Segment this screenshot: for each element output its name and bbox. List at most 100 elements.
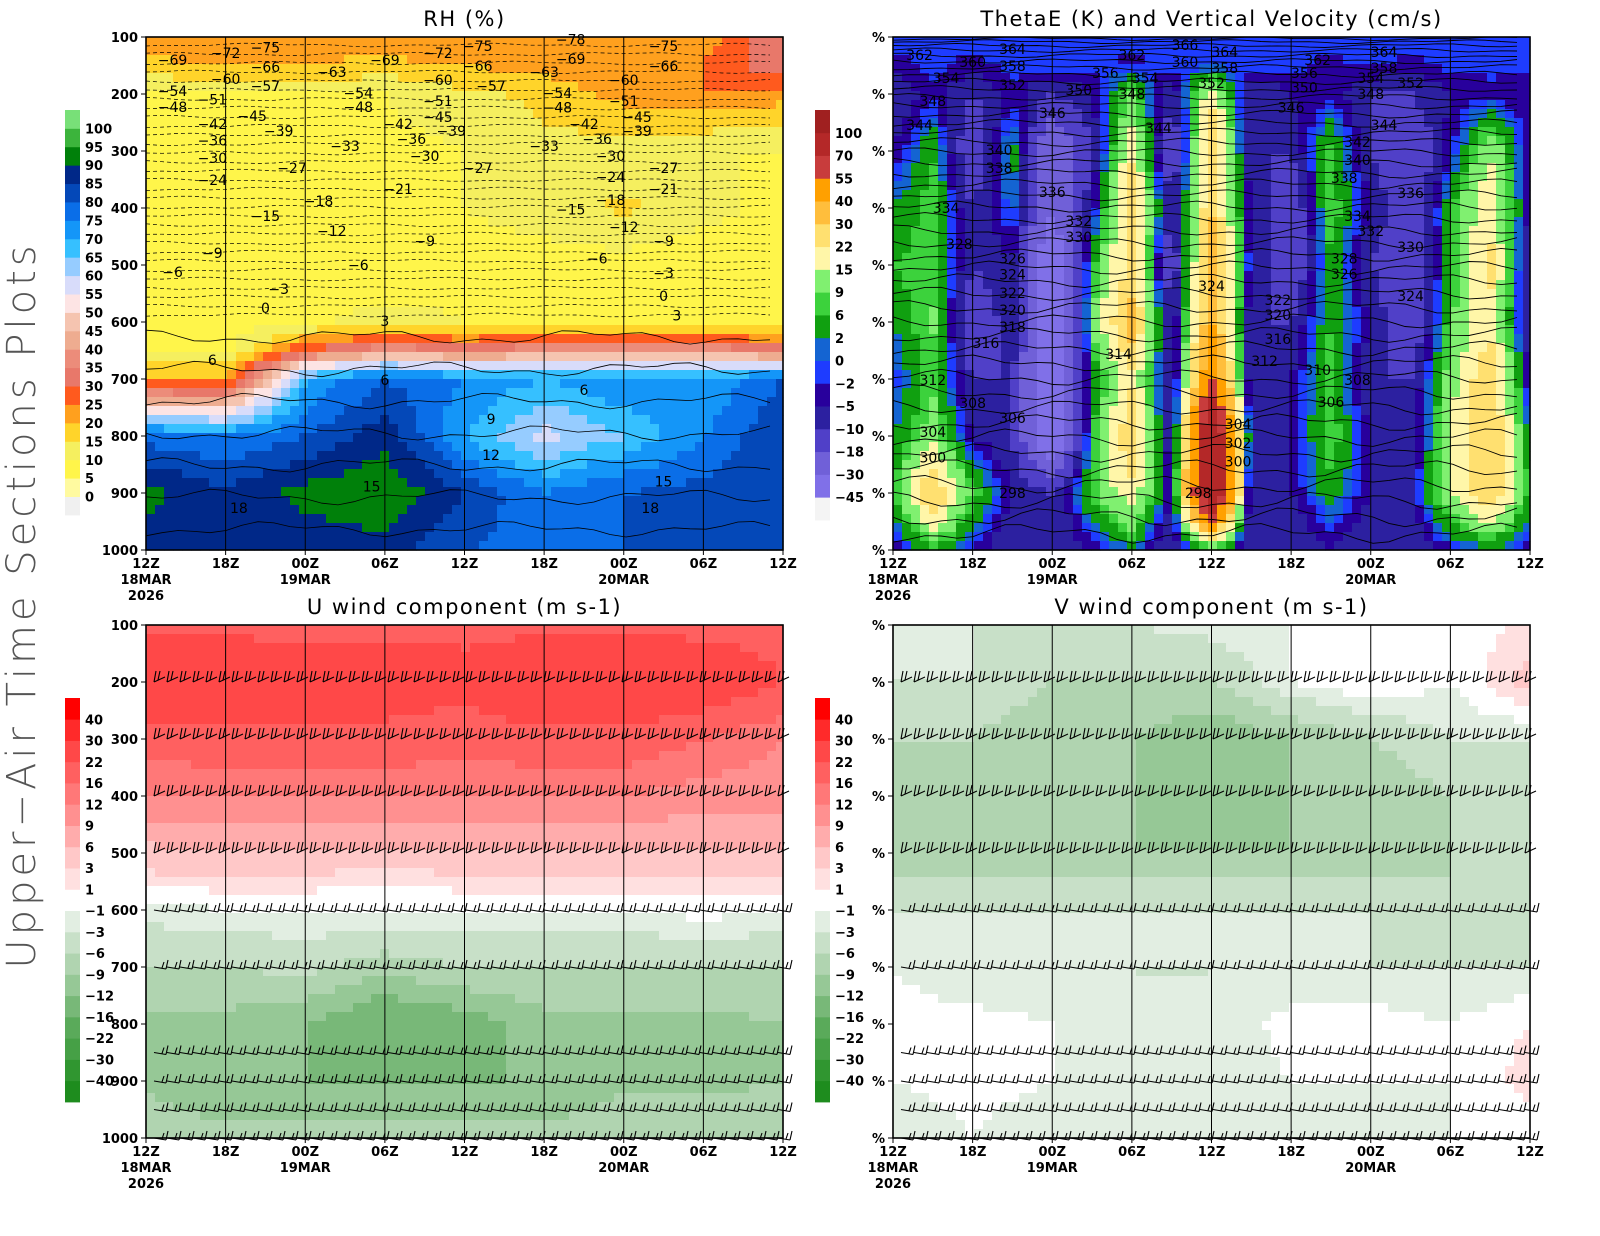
contour-label: −48 bbox=[344, 100, 374, 116]
contour-cell bbox=[146, 343, 156, 353]
contour-cell bbox=[146, 253, 156, 263]
contour-cell bbox=[443, 82, 453, 92]
x-tick-label: 00Z bbox=[610, 557, 638, 572]
contour-cell bbox=[740, 208, 750, 218]
contour-cell bbox=[362, 235, 372, 245]
contour-cell bbox=[1460, 73, 1470, 83]
contour-cell bbox=[407, 235, 417, 245]
contour-cell bbox=[533, 271, 543, 281]
contour-cell bbox=[281, 451, 291, 461]
contour-cell bbox=[686, 460, 696, 470]
contour-cell bbox=[740, 271, 750, 281]
contour-cell bbox=[263, 316, 273, 326]
contour-cell bbox=[695, 478, 705, 488]
y-tick-label: 300 bbox=[111, 145, 138, 160]
contour-cell bbox=[200, 172, 210, 182]
contour-cell bbox=[749, 163, 759, 173]
contour-cell bbox=[524, 298, 534, 308]
contour-cell bbox=[506, 325, 516, 335]
contour-cell bbox=[641, 46, 651, 56]
contour-cell bbox=[659, 55, 669, 65]
contour-cell bbox=[578, 307, 588, 317]
contour-cell bbox=[434, 136, 444, 146]
contour-cell bbox=[299, 73, 309, 83]
contour-cell bbox=[587, 532, 597, 542]
contour-cell bbox=[209, 190, 219, 200]
contour-cell bbox=[650, 199, 660, 209]
contour-cell bbox=[407, 442, 417, 452]
contour-cell bbox=[659, 379, 669, 389]
contour-cell bbox=[425, 307, 435, 317]
contour-cell bbox=[434, 370, 444, 380]
contour-cell bbox=[227, 190, 237, 200]
contour-cell bbox=[722, 37, 732, 47]
contour-cell bbox=[533, 289, 543, 299]
contour-cell bbox=[434, 73, 444, 83]
contour-cell bbox=[632, 487, 642, 497]
contour-cell bbox=[407, 172, 417, 182]
contour-cell bbox=[614, 424, 624, 434]
contour-cell bbox=[677, 271, 687, 281]
contour-cell bbox=[506, 433, 516, 443]
contour-cell bbox=[344, 415, 354, 425]
contour-cell bbox=[677, 487, 687, 497]
contour-cell bbox=[155, 37, 165, 47]
contour-cell bbox=[533, 406, 543, 416]
contour-cell bbox=[344, 172, 354, 182]
contour-cell bbox=[1109, 100, 1119, 110]
contour-cell bbox=[776, 262, 784, 272]
contour-cell bbox=[758, 163, 768, 173]
contour-cell bbox=[983, 91, 993, 101]
contour-cell bbox=[371, 496, 381, 506]
contour-cell bbox=[596, 100, 606, 110]
contour-cell bbox=[227, 307, 237, 317]
contour-cell bbox=[164, 73, 174, 83]
contour-cell bbox=[614, 244, 624, 254]
contour-cell bbox=[254, 127, 264, 137]
contour-cell bbox=[326, 91, 336, 101]
contour-cell bbox=[758, 136, 768, 146]
contour-cell bbox=[677, 109, 687, 119]
contour-cell bbox=[713, 496, 723, 506]
contour-cell bbox=[227, 100, 237, 110]
contour-cell bbox=[272, 46, 282, 56]
contour-cell bbox=[398, 235, 408, 245]
contour-cell bbox=[290, 55, 300, 65]
contour-cell bbox=[443, 334, 453, 344]
contour-cell bbox=[434, 55, 444, 65]
contour-cell bbox=[425, 217, 435, 227]
x-date-label: 18MAR bbox=[120, 573, 171, 588]
contour-cell bbox=[272, 325, 282, 335]
contour-cell bbox=[335, 469, 345, 479]
contour-cell bbox=[326, 334, 336, 344]
contour-cell bbox=[281, 37, 291, 47]
contour-cell bbox=[344, 532, 354, 542]
contour-cell bbox=[191, 289, 201, 299]
contour-cell bbox=[344, 505, 354, 515]
contour-cell bbox=[164, 109, 174, 119]
contour-cell bbox=[1487, 37, 1497, 47]
contour-cell bbox=[542, 424, 552, 434]
contour-cell bbox=[605, 505, 615, 515]
contour-cell bbox=[326, 253, 336, 263]
contour-cell bbox=[524, 325, 534, 335]
contour-cell bbox=[146, 262, 156, 272]
contour-cell bbox=[272, 433, 282, 443]
contour-cell bbox=[488, 271, 498, 281]
contour-cell bbox=[596, 118, 606, 128]
contour-cell bbox=[371, 451, 381, 461]
contour-cell bbox=[560, 433, 570, 443]
contour-cell bbox=[326, 307, 336, 317]
contour-cell bbox=[767, 235, 777, 245]
contour-cell bbox=[641, 154, 651, 164]
contour-cell bbox=[362, 388, 372, 398]
contour-cell bbox=[497, 199, 507, 209]
contour-cell bbox=[407, 496, 417, 506]
contour-cell bbox=[182, 100, 192, 110]
contour-cell bbox=[389, 352, 399, 362]
contour-cell bbox=[758, 244, 768, 254]
contour-cell bbox=[587, 352, 597, 362]
contour-cell bbox=[893, 82, 903, 92]
contour-cell bbox=[407, 163, 417, 173]
contour-cell bbox=[326, 424, 336, 434]
